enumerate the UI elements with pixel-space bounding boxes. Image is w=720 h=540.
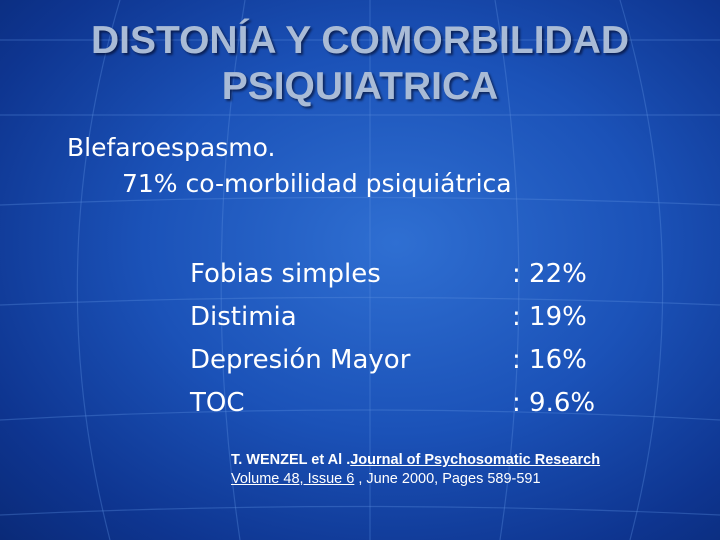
list-item: TOC : 9.6% xyxy=(190,382,630,425)
reference-citation: T. WENZEL et Al .Journal of Psychosomati… xyxy=(231,451,600,489)
item-label: TOC xyxy=(190,388,245,418)
reference-authors: T. WENZEL et Al . xyxy=(231,452,351,468)
reference-date-pages: , June 2000, Pages 589-591 xyxy=(354,471,541,487)
title-line-1: DISTONÍA Y COMORBILIDAD xyxy=(90,19,630,62)
item-label: Fobias simples xyxy=(190,259,381,289)
reference-line-1: T. WENZEL et Al .Journal of Psychosomati… xyxy=(231,451,600,470)
item-label: Depresión Mayor xyxy=(190,345,411,375)
title-line-2: PSIQUIATRICA xyxy=(221,65,499,108)
item-value: : 9.6% xyxy=(512,388,596,418)
reference-volume-link[interactable]: Volume 48, Issue 6 xyxy=(231,471,355,487)
subtitle-line-2: 71% co-morbilidad psiquiátrica xyxy=(122,169,512,198)
list-item: Distimia : 19% xyxy=(190,296,630,339)
item-value: : 22% xyxy=(512,259,587,289)
reference-journal-link[interactable]: Journal of Psychosomatic Research xyxy=(350,452,601,468)
list-item: Depresión Mayor : 16% xyxy=(190,339,630,382)
slide-title: DISTONÍA Y COMORBILIDAD PSIQUIATRICA xyxy=(0,18,720,110)
item-label: Distimia xyxy=(190,302,297,332)
slide-subtitle: Blefaroespasmo. 71% co-morbilidad psiqui… xyxy=(67,130,512,202)
comorbidity-list: Fobias simples : 22% Distimia : 19% Depr… xyxy=(190,253,630,425)
reference-line-2: Volume 48, Issue 6 , June 2000, Pages 58… xyxy=(231,470,600,489)
list-item: Fobias simples : 22% xyxy=(190,253,630,296)
item-value: : 16% xyxy=(512,345,587,375)
subtitle-line-1: Blefaroespasmo. xyxy=(67,133,276,162)
item-value: : 19% xyxy=(512,302,587,332)
